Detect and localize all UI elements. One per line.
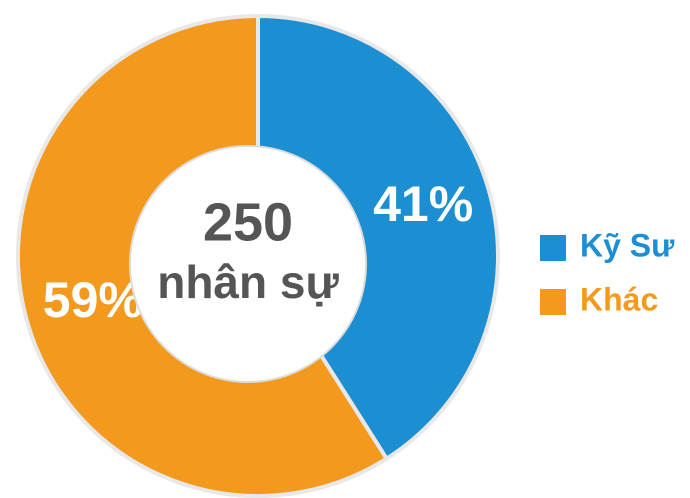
legend-swatch [540, 289, 566, 315]
center-hole [129, 145, 367, 383]
value-label: 41% [373, 176, 473, 232]
center-caption: nhân sự [157, 256, 339, 308]
legend-label: Kỹ Sư [580, 227, 675, 263]
center-number: 250 [203, 192, 293, 252]
legend-label: Khác [580, 281, 658, 317]
legend-swatch [540, 235, 566, 261]
value-label: 59% [43, 272, 143, 328]
